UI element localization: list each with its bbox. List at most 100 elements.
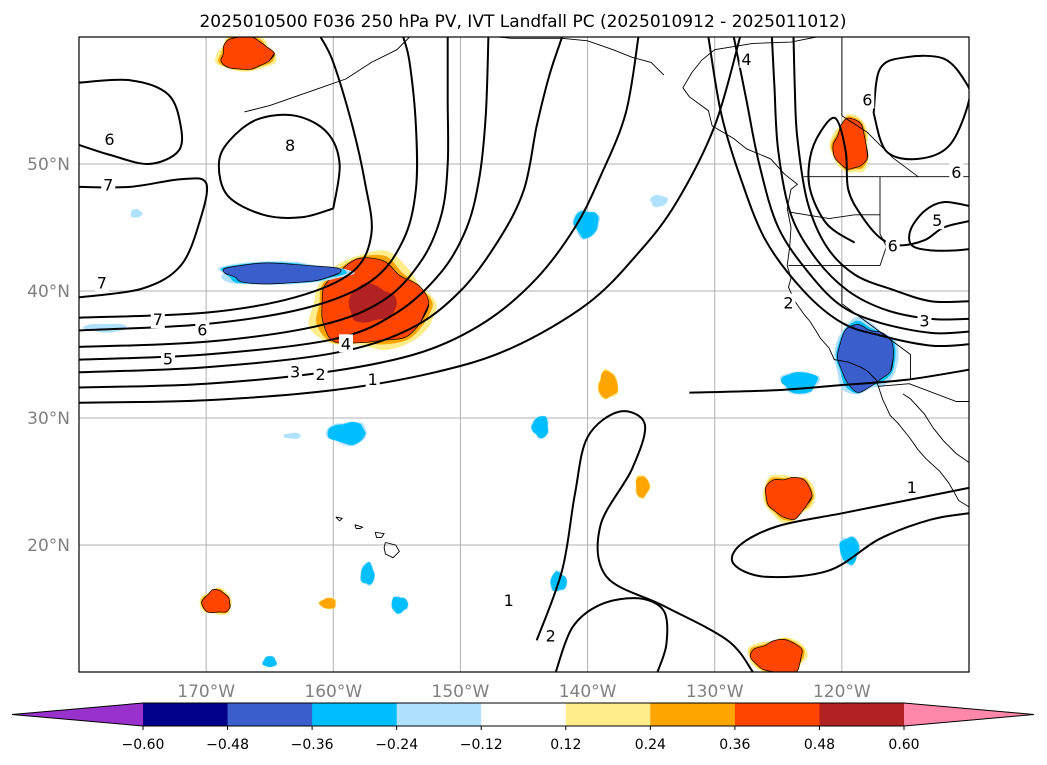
contour-label-bg xyxy=(365,369,380,388)
pv-anomaly-positive xyxy=(318,597,337,610)
colorbar-extend-low xyxy=(12,703,143,726)
pv-anomaly-negative xyxy=(391,595,409,615)
colorbar-segment xyxy=(227,703,313,726)
pv-anomaly-level xyxy=(201,589,231,614)
ivt-contour-unlabeled xyxy=(689,368,969,394)
colorbar-tick-label: 0.60 xyxy=(888,737,919,753)
coastline-hawaii-kauai xyxy=(335,516,344,522)
contour-label: 6 xyxy=(104,130,114,149)
coastline-hawaii-main xyxy=(383,542,400,559)
colorbar-segment xyxy=(396,703,482,726)
contour-label: 7 xyxy=(153,310,163,329)
pv-anomaly-fills xyxy=(82,37,899,672)
contour-label-bg xyxy=(101,175,116,194)
contour-label: 4 xyxy=(741,50,751,69)
map-frame xyxy=(78,36,970,673)
contour-label-bg xyxy=(501,590,516,609)
contour-label: 6 xyxy=(862,91,872,110)
coastline-alaska-south-coast xyxy=(498,37,665,76)
ivt-contour-3 xyxy=(79,37,564,374)
contour-label-bg xyxy=(543,626,558,645)
colorbar-segment xyxy=(143,703,229,726)
contour-label: 4 xyxy=(341,334,351,353)
ivt-contour-2 xyxy=(707,37,969,348)
pv-anomaly-level xyxy=(262,656,277,667)
coastline-north-america-west-coast xyxy=(682,37,969,508)
pv-anomaly-positive xyxy=(747,637,808,672)
pv-anomaly-level xyxy=(764,476,813,520)
colorbar-tick-label: 0.24 xyxy=(635,737,666,753)
pv-anomaly-negative xyxy=(650,194,669,208)
pv-anomaly-level xyxy=(598,370,618,399)
coastline-nevada-ca-border xyxy=(841,265,911,380)
coastline-alaska-peninsula xyxy=(244,37,410,113)
ivt-contour-7 xyxy=(79,37,373,319)
pv-anomaly-level xyxy=(839,536,860,565)
pv-anomaly-positive xyxy=(635,475,651,499)
chart-title: 2025010500 F036 250 hPa PV, IVT Landfall… xyxy=(199,12,846,32)
ivt-contour-7 xyxy=(79,177,209,299)
coastline-wa-or-border xyxy=(790,211,880,220)
pv-anomaly-level xyxy=(360,562,375,585)
pv-anomaly-negative xyxy=(283,432,302,439)
colorbar-tick-label: −0.36 xyxy=(291,737,334,753)
pv-anomaly-level xyxy=(220,37,275,70)
contour-label: 2 xyxy=(546,626,556,645)
pv-anomaly-negative xyxy=(359,561,375,587)
pv-anomaly-level xyxy=(749,639,803,672)
contour-label-bg xyxy=(930,211,945,230)
contour-label-bg xyxy=(917,311,932,330)
colorbar-segment xyxy=(312,703,398,726)
coastline-baja-gulf-side xyxy=(902,393,969,463)
ivt-contour-5 xyxy=(792,37,969,304)
contour-label-bg xyxy=(283,136,298,155)
ivt-contour-4 xyxy=(79,37,490,361)
longitude-tick-label: 160°W xyxy=(304,682,362,702)
ivt-contour-2 xyxy=(554,597,669,672)
ivt-contour-1 xyxy=(730,486,969,579)
ivt-contour-2 xyxy=(79,37,640,389)
contour-label-bg xyxy=(781,293,796,312)
coastline-hawaii-maui xyxy=(374,531,385,538)
ivt-contour-1 xyxy=(79,37,742,404)
pv-anomaly-negative xyxy=(530,415,549,440)
latitude-tick-label: 20°N xyxy=(27,536,70,556)
contour-label: 1 xyxy=(907,478,917,497)
colorbar-segment xyxy=(481,703,567,726)
ivt-contour-5 xyxy=(79,37,450,348)
colorbar-segment xyxy=(565,703,651,726)
ivt-contour-5 xyxy=(908,201,969,252)
pv-anomaly-level xyxy=(222,262,342,285)
ivt-contour-4 xyxy=(770,37,969,321)
contour-label-bg xyxy=(860,90,875,109)
contour-label: 7 xyxy=(103,176,113,195)
contour-label-bg xyxy=(949,162,964,181)
pv-anomaly-positive xyxy=(597,368,619,400)
contour-label-bg xyxy=(739,49,754,68)
pv-anomaly-level xyxy=(635,476,650,498)
contour-label: 6 xyxy=(951,163,961,182)
latitude-tick-label: 30°N xyxy=(27,409,70,429)
longitude-tick-labels: 170°W 160°W 150°W 140°W 130°W 120°W xyxy=(177,682,871,702)
latitude-tick-label: 40°N xyxy=(27,282,70,302)
longitude-tick-label: 120°W xyxy=(813,682,871,702)
longitude-tick-label: 130°W xyxy=(686,682,744,702)
pv-anomaly-negative xyxy=(261,655,278,668)
contour-label: 1 xyxy=(504,591,514,610)
ivt-contour-6 xyxy=(79,78,184,166)
pv-anomaly-negative xyxy=(130,208,143,218)
ivt-contour-3 xyxy=(732,37,969,335)
contour-label-bg xyxy=(288,362,303,381)
ivt-contour-1 xyxy=(535,410,754,672)
contour-label-bg xyxy=(885,236,900,255)
contour-label: 5 xyxy=(932,211,942,230)
colorbar: −0.60 −0.48 −0.36 −0.24 −0.12 0.12 0.24 0.36 0.4… xyxy=(11,702,1035,753)
contour-label: 3 xyxy=(919,311,929,330)
contour-label: 8 xyxy=(285,136,295,155)
pv-anomaly-level xyxy=(318,597,336,609)
contour-label: 5 xyxy=(163,350,173,369)
contour-label-bg xyxy=(339,334,353,353)
pv-anomaly-negative xyxy=(839,536,861,567)
